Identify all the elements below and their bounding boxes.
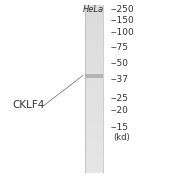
Bar bbox=[85, 20, 103, 22]
Bar bbox=[85, 131, 103, 133]
Bar bbox=[85, 150, 103, 152]
Bar bbox=[85, 152, 103, 154]
Bar bbox=[85, 68, 103, 70]
Bar bbox=[85, 125, 103, 127]
Bar bbox=[85, 120, 103, 123]
Bar bbox=[85, 43, 103, 45]
Bar bbox=[85, 18, 103, 20]
Bar bbox=[85, 110, 103, 112]
Bar bbox=[85, 145, 103, 148]
Text: --100: --100 bbox=[111, 28, 134, 37]
Bar bbox=[85, 158, 103, 160]
Bar bbox=[85, 22, 103, 24]
Bar bbox=[85, 122, 103, 125]
Bar bbox=[85, 162, 103, 165]
Bar bbox=[85, 108, 103, 110]
Bar bbox=[85, 51, 103, 53]
Bar bbox=[85, 112, 103, 114]
Bar bbox=[85, 45, 103, 47]
Bar bbox=[85, 28, 103, 31]
Bar bbox=[85, 74, 103, 76]
Bar bbox=[85, 129, 103, 131]
Bar bbox=[85, 83, 103, 85]
Bar bbox=[85, 55, 103, 58]
Text: --75: --75 bbox=[111, 43, 129, 52]
Bar bbox=[85, 97, 103, 100]
Bar bbox=[85, 16, 103, 18]
Bar bbox=[85, 99, 103, 102]
Bar bbox=[85, 74, 103, 78]
Bar bbox=[85, 139, 103, 141]
Bar bbox=[85, 12, 103, 14]
Bar bbox=[85, 64, 103, 66]
Bar bbox=[85, 39, 103, 41]
Text: HeLa: HeLa bbox=[83, 4, 104, 14]
Bar bbox=[85, 37, 103, 39]
Bar bbox=[85, 70, 103, 72]
Bar bbox=[85, 95, 103, 98]
Text: --150: --150 bbox=[111, 16, 134, 25]
Bar bbox=[85, 9, 103, 12]
Bar bbox=[85, 30, 103, 33]
Text: --250: --250 bbox=[111, 5, 134, 14]
Bar bbox=[85, 76, 103, 79]
Bar bbox=[85, 102, 103, 104]
Bar bbox=[85, 41, 103, 43]
Text: --37: --37 bbox=[111, 75, 129, 84]
Bar bbox=[85, 168, 103, 171]
Bar bbox=[85, 143, 103, 146]
Bar bbox=[85, 7, 103, 10]
Bar bbox=[85, 106, 103, 108]
Bar bbox=[85, 60, 103, 62]
Bar bbox=[85, 137, 103, 139]
Bar bbox=[85, 14, 103, 16]
Bar bbox=[85, 24, 103, 26]
Bar bbox=[85, 148, 103, 150]
Bar bbox=[85, 156, 103, 158]
Bar bbox=[85, 62, 103, 64]
Bar bbox=[85, 32, 103, 35]
Bar bbox=[85, 116, 103, 118]
Bar bbox=[85, 87, 103, 89]
Bar bbox=[85, 170, 103, 173]
Bar bbox=[85, 141, 103, 143]
Bar bbox=[85, 103, 103, 106]
Bar bbox=[85, 166, 103, 169]
Bar bbox=[85, 114, 103, 116]
Bar bbox=[85, 91, 103, 93]
Bar bbox=[85, 160, 103, 162]
Text: --25: --25 bbox=[111, 94, 129, 103]
Bar bbox=[85, 53, 103, 56]
Bar bbox=[85, 164, 103, 166]
Bar bbox=[85, 58, 103, 60]
Text: --15: --15 bbox=[111, 123, 129, 132]
Bar bbox=[85, 72, 103, 75]
Bar bbox=[85, 49, 103, 51]
Bar bbox=[85, 35, 103, 37]
Bar bbox=[85, 89, 103, 91]
Bar bbox=[85, 85, 103, 87]
Bar bbox=[85, 133, 103, 135]
Text: CKLF4: CKLF4 bbox=[13, 100, 45, 110]
Text: --50: --50 bbox=[111, 59, 129, 68]
Bar bbox=[85, 47, 103, 49]
Bar bbox=[85, 5, 103, 8]
Bar bbox=[85, 81, 103, 83]
Bar bbox=[85, 135, 103, 137]
Bar bbox=[85, 154, 103, 156]
Text: (kd): (kd) bbox=[113, 133, 130, 142]
Bar bbox=[85, 118, 103, 120]
Bar bbox=[85, 26, 103, 28]
Bar bbox=[85, 78, 103, 81]
Bar bbox=[85, 93, 103, 95]
Text: --20: --20 bbox=[111, 106, 129, 115]
Bar bbox=[85, 127, 103, 129]
Bar bbox=[85, 66, 103, 68]
